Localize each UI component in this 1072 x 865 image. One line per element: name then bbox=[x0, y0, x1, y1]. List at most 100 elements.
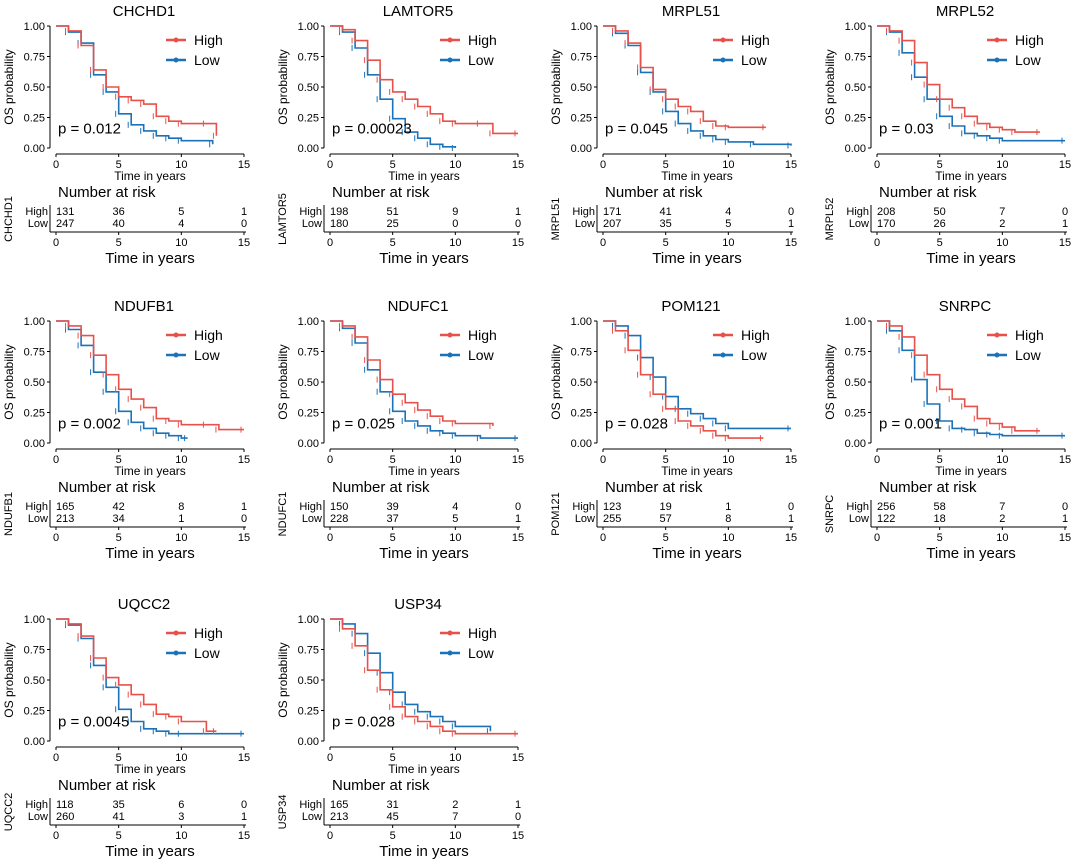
risk-low-count: 0 bbox=[452, 218, 458, 230]
risk-low-count: 57 bbox=[660, 513, 672, 525]
risk-low-count: 1 bbox=[241, 811, 247, 823]
x-tick-label: 5 bbox=[937, 454, 943, 466]
risk-high-count: 0 bbox=[788, 501, 794, 513]
legend-high-label: High bbox=[468, 327, 497, 343]
risk-x-tick-label: 0 bbox=[53, 830, 59, 842]
y-tick-label: 0.50 bbox=[298, 377, 319, 389]
y-tick-label: 0.25 bbox=[571, 408, 592, 420]
high-curve bbox=[56, 320, 244, 431]
y-axis-label: OS probability bbox=[276, 642, 290, 717]
x-tick-label: 0 bbox=[874, 454, 880, 466]
panel-title: UQCC2 bbox=[118, 596, 171, 613]
risk-high-count: 4 bbox=[725, 206, 731, 218]
high-curve bbox=[330, 25, 518, 135]
legend-low-label: Low bbox=[468, 52, 495, 68]
risk-high-count: 0 bbox=[241, 799, 247, 811]
risk-gene-label: NDUFB1 bbox=[3, 492, 15, 536]
risk-x-tick-label: 15 bbox=[512, 830, 524, 842]
legend-low-marker bbox=[994, 57, 1000, 63]
risk-low-count: 25 bbox=[387, 218, 399, 230]
x-tick-label: 0 bbox=[600, 159, 606, 171]
risk-high-count: 0 bbox=[1062, 501, 1068, 513]
risk-x-tick-label: 0 bbox=[600, 532, 606, 544]
y-tick-label: 0.75 bbox=[298, 347, 319, 359]
x-tick-label: 5 bbox=[937, 159, 943, 171]
x-tick-label: 10 bbox=[175, 752, 187, 764]
risk-x-axis-label: Time in years bbox=[652, 250, 741, 267]
risk-gene-label: SNRPC bbox=[824, 495, 836, 534]
y-tick-label: 1.00 bbox=[24, 316, 45, 328]
x-tick-label: 5 bbox=[390, 159, 396, 171]
x-tick-label: 15 bbox=[512, 752, 524, 764]
risk-high-count: 7 bbox=[999, 501, 1005, 513]
x-tick-label: 5 bbox=[116, 454, 122, 466]
risk-high-count: 42 bbox=[113, 501, 125, 513]
high-curve bbox=[603, 320, 764, 439]
x-tick-label: 5 bbox=[116, 159, 122, 171]
p-value: p = 0.002 bbox=[58, 415, 121, 432]
y-tick-label: 0.75 bbox=[298, 52, 319, 64]
risk-x-axis-label: Time in years bbox=[926, 250, 1015, 267]
legend-high-label: High bbox=[468, 625, 497, 641]
y-tick-label: 0.25 bbox=[24, 113, 45, 125]
legend-high-marker bbox=[720, 332, 726, 338]
risk-x-tick-label: 5 bbox=[663, 237, 669, 249]
risk-low-count: 5 bbox=[452, 513, 458, 525]
risk-x-tick-label: 10 bbox=[175, 830, 187, 842]
risk-x-tick-label: 15 bbox=[238, 830, 250, 842]
y-tick-label: 0.25 bbox=[845, 113, 866, 125]
risk-row-label-high: High bbox=[572, 206, 595, 218]
risk-x-tick-label: 0 bbox=[874, 532, 880, 544]
low-curve bbox=[56, 320, 188, 439]
risk-row-label-low: Low bbox=[302, 513, 322, 525]
risk-x-tick-label: 0 bbox=[327, 532, 333, 544]
risk-row-label-low: Low bbox=[28, 513, 48, 525]
risk-x-tick-label: 10 bbox=[996, 237, 1008, 249]
x-tick-label: 0 bbox=[53, 454, 59, 466]
y-tick-label: 0.00 bbox=[24, 736, 45, 748]
risk-row-label-high: High bbox=[299, 206, 322, 218]
y-tick-label: 0.25 bbox=[298, 408, 319, 420]
y-tick-label: 0.75 bbox=[571, 52, 592, 64]
x-axis-label: Time in years bbox=[661, 464, 733, 478]
panel-title: POM121 bbox=[661, 298, 720, 315]
y-tick-label: 0.50 bbox=[845, 82, 866, 94]
x-tick-label: 10 bbox=[175, 159, 187, 171]
legend-low-label: Low bbox=[194, 645, 221, 661]
legend-high-marker bbox=[447, 37, 453, 43]
risk-x-tick-label: 5 bbox=[390, 532, 396, 544]
risk-row-label-low: Low bbox=[849, 513, 869, 525]
x-tick-label: 10 bbox=[722, 454, 734, 466]
legend-high-label: High bbox=[194, 32, 223, 48]
p-value: p = 0.012 bbox=[58, 120, 121, 137]
high-curve bbox=[603, 25, 766, 129]
p-value: p = 0.001 bbox=[879, 415, 942, 432]
panel-title: NDUFC1 bbox=[388, 298, 449, 315]
risk-row-label-low: Low bbox=[28, 811, 48, 823]
risk-high-count: 5 bbox=[178, 206, 184, 218]
legend-low-label: Low bbox=[194, 52, 221, 68]
risk-table-title: Number at risk bbox=[58, 184, 156, 201]
risk-high-count: 1 bbox=[241, 206, 247, 218]
risk-gene-label: NDUFC1 bbox=[277, 492, 289, 537]
risk-high-count: 50 bbox=[934, 206, 946, 218]
x-tick-label: 10 bbox=[996, 159, 1008, 171]
x-tick-label: 10 bbox=[996, 454, 1008, 466]
x-tick-label: 15 bbox=[238, 752, 250, 764]
x-tick-label: 0 bbox=[327, 159, 333, 171]
p-value: p = 0.045 bbox=[605, 120, 668, 137]
km-panel-mrpl51: MRPL51 OS probability 0.00 0.25 0.50 0.75 1.00… bbox=[549, 3, 797, 267]
high-curve bbox=[330, 320, 494, 426]
y-axis-label: OS probability bbox=[549, 344, 563, 419]
km-panel-snrpc: SNRPC OS probability 0.00 0.25 0.50 0.75 1.00 0… bbox=[823, 298, 1071, 562]
y-tick-label: 0.50 bbox=[24, 377, 45, 389]
risk-low-count: 34 bbox=[113, 513, 125, 525]
legend-high-marker bbox=[173, 630, 179, 636]
y-tick-label: 0.75 bbox=[24, 347, 45, 359]
risk-row-label-high: High bbox=[25, 799, 48, 811]
y-tick-label: 0.00 bbox=[298, 438, 319, 450]
legend-low-marker bbox=[994, 352, 1000, 358]
risk-table-title: Number at risk bbox=[332, 184, 430, 201]
x-tick-label: 10 bbox=[449, 752, 461, 764]
risk-x-tick-label: 10 bbox=[449, 237, 461, 249]
